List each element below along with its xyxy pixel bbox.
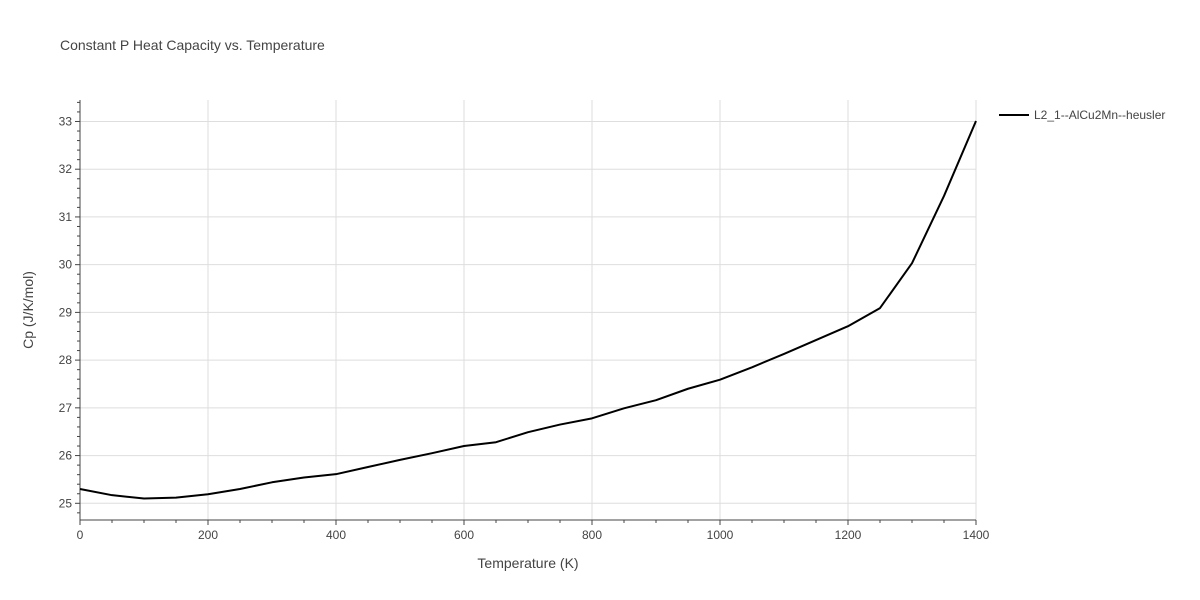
y-tick-label: 33 [59,114,73,128]
series-line[interactable] [79,120,977,500]
x-axis-title: Temperature (K) [477,555,578,571]
x-tick-label: 1200 [835,528,862,542]
y-tick-label: 26 [59,449,73,463]
x-tick-label: 0 [77,528,84,542]
y-tick-label: 25 [59,496,73,510]
x-tick-label: 400 [326,528,346,542]
y-tick-label: 30 [59,258,73,272]
y-tick-label: 29 [59,305,73,319]
chart-title: Constant P Heat Capacity vs. Temperature [60,37,325,53]
y-tick-label: 31 [59,210,73,224]
y-tick-label: 32 [59,162,73,176]
x-tick-label: 600 [454,528,474,542]
x-tick-label: 800 [582,528,602,542]
y-axis-title: Cp (J/K/mol) [20,271,36,349]
grid-lines [80,100,977,520]
x-tick-label: 200 [198,528,218,542]
legend[interactable]: L2_1--AlCu2Mn--heusler [999,108,1165,122]
axes: 0 200 400 600 800 1000 1200 1400 25 26 27 28 29 30 31 3… [59,100,990,542]
series-layer [79,120,977,500]
x-tick-label: 1400 [963,528,990,542]
y-tick-label: 27 [59,401,73,415]
legend-label: L2_1--AlCu2Mn--heusler [1034,108,1165,122]
y-tick-label: 28 [59,353,73,367]
x-tick-label: 1000 [707,528,734,542]
